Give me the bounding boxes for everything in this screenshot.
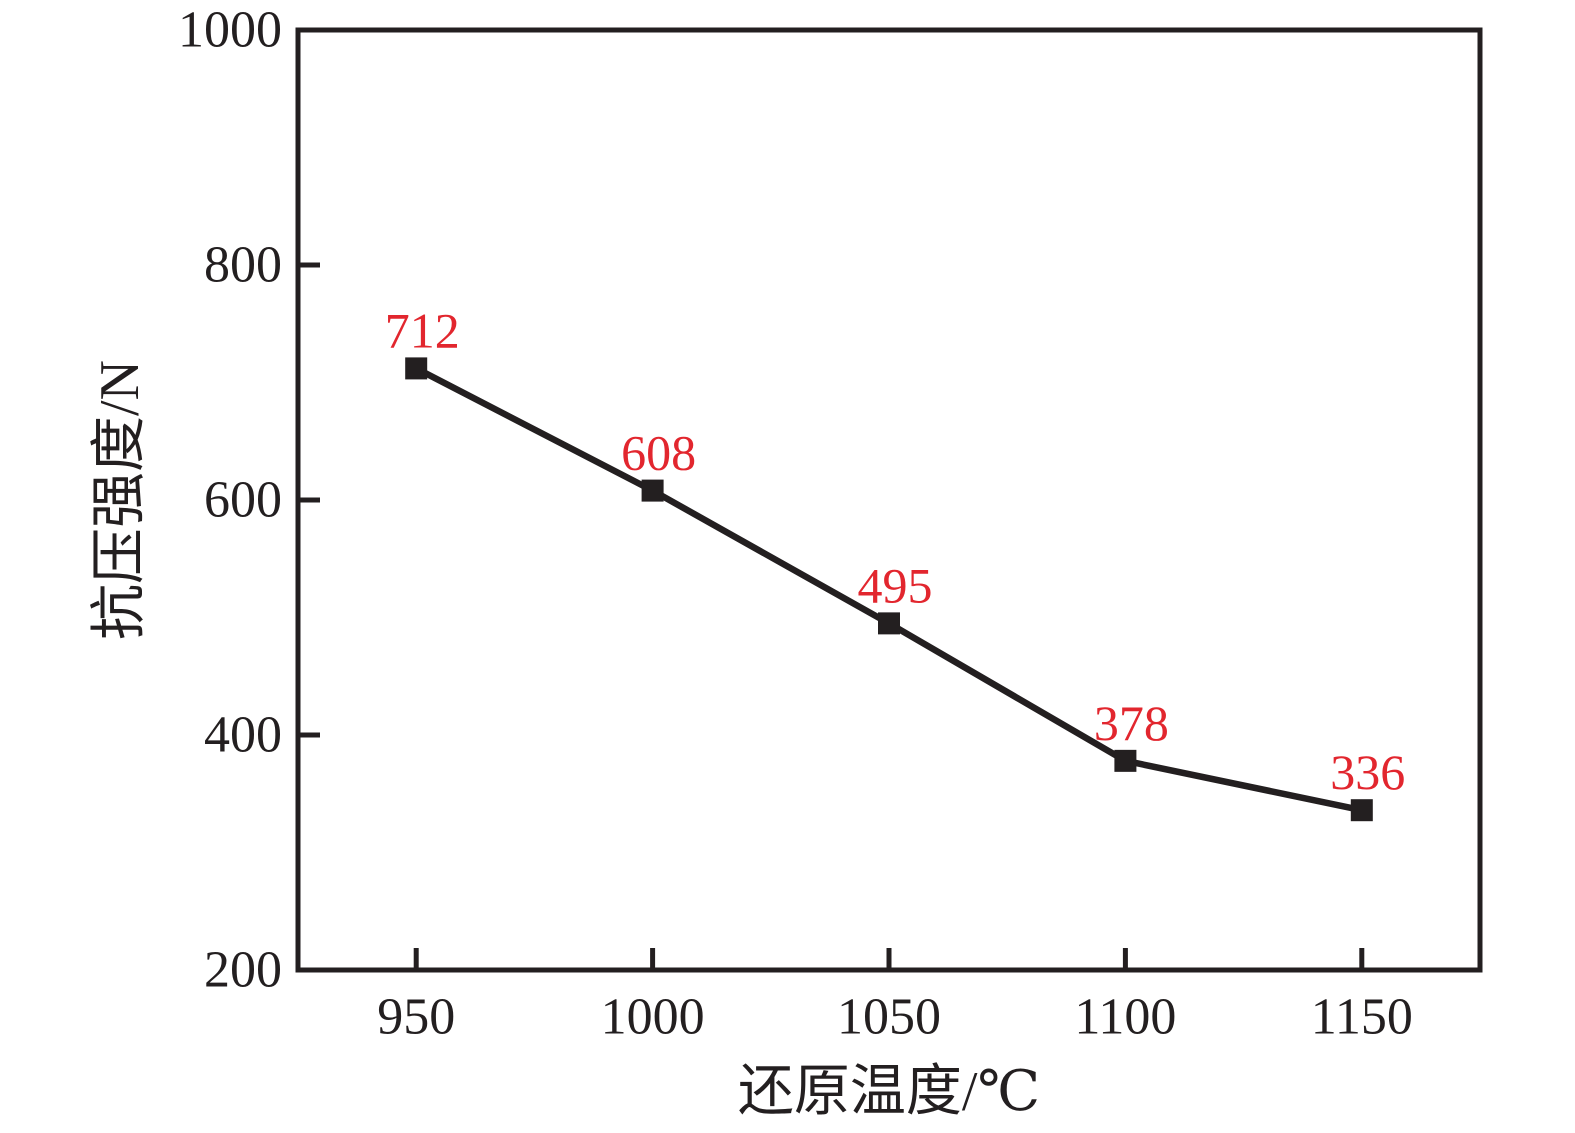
- data-point-marker: [1350, 799, 1373, 822]
- y-tick-label: 800: [204, 237, 282, 294]
- plot-area: 950 1000 1050 1100 1150 200 400 600 800 1000 712 60…: [178, 2, 1483, 1046]
- data-point-marker: [1114, 749, 1137, 772]
- data-point-label: 608: [621, 425, 696, 481]
- y-tick-label: 600: [204, 472, 282, 529]
- data-point-marker: [405, 357, 428, 380]
- y-axis-title: 抗压强度/N: [89, 360, 151, 640]
- x-tick-label: 1000: [601, 989, 705, 1046]
- x-axis-title: 还原温度/℃: [738, 1061, 1040, 1123]
- data-point-label: 336: [1330, 744, 1405, 800]
- x-tick-label: 950: [377, 989, 455, 1046]
- data-point-marker: [641, 479, 664, 502]
- x-tick-label: 1100: [1074, 989, 1176, 1046]
- y-tick-label: 400: [204, 707, 282, 764]
- data-point-label: 495: [858, 557, 933, 613]
- data-point-marker: [878, 612, 900, 635]
- x-tick-label: 1050: [837, 989, 941, 1046]
- data-point-label: 712: [385, 302, 460, 358]
- y-tick-label: 1000: [178, 2, 282, 59]
- x-tick-label: 1150: [1311, 989, 1413, 1046]
- data-point-label: 378: [1094, 695, 1169, 751]
- y-tick-label: 200: [204, 942, 282, 999]
- plot-frame: [295, 27, 1483, 973]
